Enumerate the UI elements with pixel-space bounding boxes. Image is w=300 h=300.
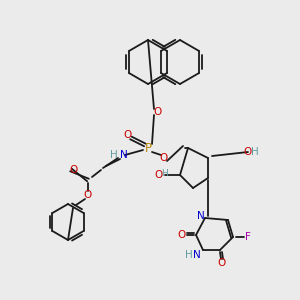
Text: O: O bbox=[153, 107, 161, 117]
Text: H: H bbox=[251, 147, 259, 157]
Text: H: H bbox=[161, 169, 168, 178]
Text: N: N bbox=[197, 211, 205, 221]
Text: O: O bbox=[244, 147, 252, 157]
Text: H: H bbox=[185, 250, 193, 260]
Text: H: H bbox=[110, 150, 118, 160]
Text: P: P bbox=[145, 142, 152, 154]
Text: O: O bbox=[84, 190, 92, 200]
Text: O: O bbox=[159, 153, 167, 163]
Text: F: F bbox=[245, 232, 251, 242]
Text: O: O bbox=[178, 230, 186, 240]
Text: O: O bbox=[124, 130, 132, 140]
Text: O: O bbox=[69, 165, 77, 175]
Text: O: O bbox=[155, 170, 163, 180]
Text: O: O bbox=[218, 258, 226, 268]
Text: N: N bbox=[193, 250, 201, 260]
Text: N: N bbox=[120, 150, 128, 160]
